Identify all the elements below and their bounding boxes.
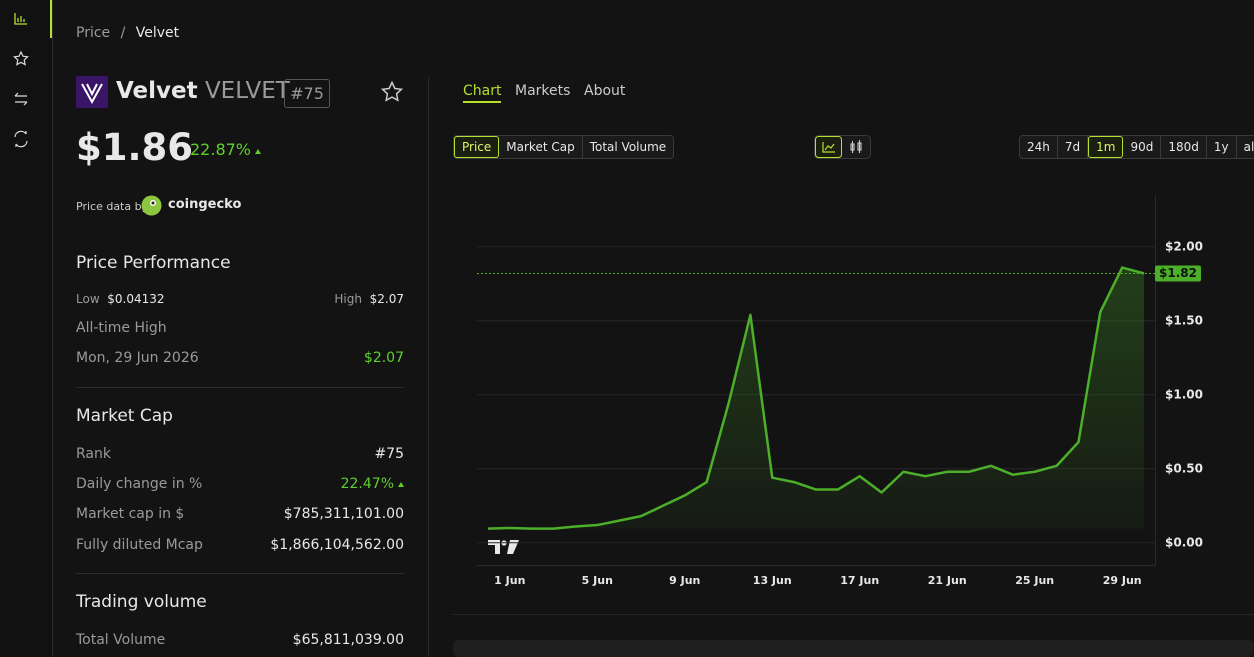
metric-button[interactable]: Market Cap — [499, 136, 583, 158]
current-price-label: $1.82 — [1159, 266, 1197, 280]
x-tick-label: 29 Jun — [1103, 574, 1142, 587]
stat-label: Rank — [76, 446, 111, 462]
token-title: Velvet VELVET — [116, 78, 290, 104]
x-tick-label: 1 Jun — [494, 574, 525, 587]
low-label: Low — [76, 292, 100, 306]
high-label: High — [334, 292, 362, 306]
ath-value: $2.07 — [363, 350, 404, 366]
source-prefix: Price data by — [76, 200, 149, 213]
range-button[interactable]: 7d — [1058, 136, 1089, 158]
candle-style-button[interactable] — [850, 140, 862, 153]
metric-button[interactable]: Total Volume — [589, 140, 667, 154]
swap-icon[interactable] — [14, 92, 28, 106]
tab[interactable]: Markets — [515, 83, 571, 99]
stat-value: $1,866,104,562.00 — [270, 537, 404, 553]
range-button[interactable]: 1m — [1088, 136, 1124, 158]
favorite-button[interactable] — [380, 80, 404, 104]
tab[interactable]: Chart — [463, 83, 502, 103]
x-tick-label: 25 Jun — [1015, 574, 1054, 587]
ath-date: Mon, 29 Jun 2026 — [76, 350, 199, 366]
price-change-value: 22.87% — [190, 140, 252, 159]
panel-divider — [428, 77, 429, 657]
range-button[interactable]: all — [1243, 140, 1254, 154]
x-tick-label: 17 Jun — [840, 574, 879, 587]
range-button[interactable]: 1y — [1207, 136, 1237, 158]
range-button[interactable]: 90d — [1123, 136, 1162, 158]
stat-row: Total Volume $65,811,039.00 — [76, 632, 404, 648]
breadcrumb-current: Velvet — [135, 25, 180, 41]
ath-label: All-time High — [76, 320, 167, 336]
chart-icon[interactable] — [14, 13, 27, 25]
metric-group: Price Market Cap Total Volume — [453, 135, 675, 159]
watchlist-icon[interactable] — [13, 50, 29, 66]
token-name: Velvet — [116, 78, 198, 104]
price-change: 22.87% — [190, 140, 262, 159]
x-tick-label: 21 Jun — [928, 574, 967, 587]
stat-value: $65,811,039.00 — [292, 632, 404, 648]
stat-value: 22.47% — [341, 476, 404, 492]
stat-row: Rank #75 — [76, 446, 404, 462]
stat-row: Fully diluted Mcap $1,866,104,562.00 — [76, 537, 404, 553]
stat-value: $785,311,101.00 — [283, 506, 404, 522]
price-line — [487, 266, 1145, 530]
breadcrumb-link[interactable]: Price — [76, 25, 111, 41]
price-area — [487, 267, 1145, 529]
stat-row: Daily change in % 22.47% — [76, 476, 404, 492]
rank-badge: #75 — [284, 79, 330, 108]
stat-row: Market cap in $ $785,311,101.00 — [76, 506, 404, 522]
stat-label: Fully diluted Mcap — [76, 537, 203, 553]
tab[interactable]: About — [584, 83, 626, 99]
sidebar — [0, 0, 53, 657]
low-value: $0.04132 — [107, 292, 165, 306]
range-group: 24h 7d 1m 90d 180d 1y all — [1019, 135, 1254, 159]
range-button[interactable]: 180d — [1161, 136, 1207, 158]
stat-label: Daily change in % — [76, 476, 203, 492]
section-title: Market Cap — [76, 406, 173, 426]
section-title: Trading volume — [76, 592, 207, 612]
low-high-row: Low $0.04132 High $2.07 — [76, 292, 404, 306]
chart-style-group — [814, 135, 871, 159]
y-tick-label: $0.00 — [1165, 535, 1203, 549]
y-tick-label: $0.50 — [1165, 461, 1203, 475]
tradingview-logo — [488, 540, 519, 554]
token-symbol: VELVET — [204, 78, 290, 104]
stat-value-text: 22.47% — [340, 476, 394, 492]
current-price-tag — [1155, 265, 1201, 282]
x-tick-label: 5 Jun — [582, 574, 613, 587]
stat-value: #75 — [374, 446, 404, 462]
convert-icon[interactable] — [14, 130, 28, 148]
x-tick-label: 9 Jun — [669, 574, 700, 587]
metric-button[interactable]: Price — [454, 136, 500, 158]
breadcrumb-separator: / — [120, 25, 126, 41]
y-tick-label: $1.00 — [1165, 387, 1203, 401]
section-title: Price Performance — [76, 253, 231, 273]
high-value: $2.07 — [369, 292, 404, 306]
ath-row: Mon, 29 Jun 2026 $2.07 — [76, 350, 404, 366]
range-button[interactable]: 24h — [1020, 136, 1058, 158]
breadcrumb: Price / Velvet — [76, 25, 179, 41]
y-tick-label: $1.50 — [1165, 313, 1203, 327]
coingecko-logo — [141, 195, 162, 216]
stat-label: Market cap in $ — [76, 506, 185, 522]
stat-label: Total Volume — [76, 632, 166, 648]
source-name[interactable]: coingecko — [168, 197, 242, 212]
x-tick-label: 13 Jun — [753, 574, 792, 587]
token-logo — [76, 76, 108, 108]
y-tick-label: $2.00 — [1165, 239, 1203, 253]
price: $1.86 — [76, 126, 194, 169]
